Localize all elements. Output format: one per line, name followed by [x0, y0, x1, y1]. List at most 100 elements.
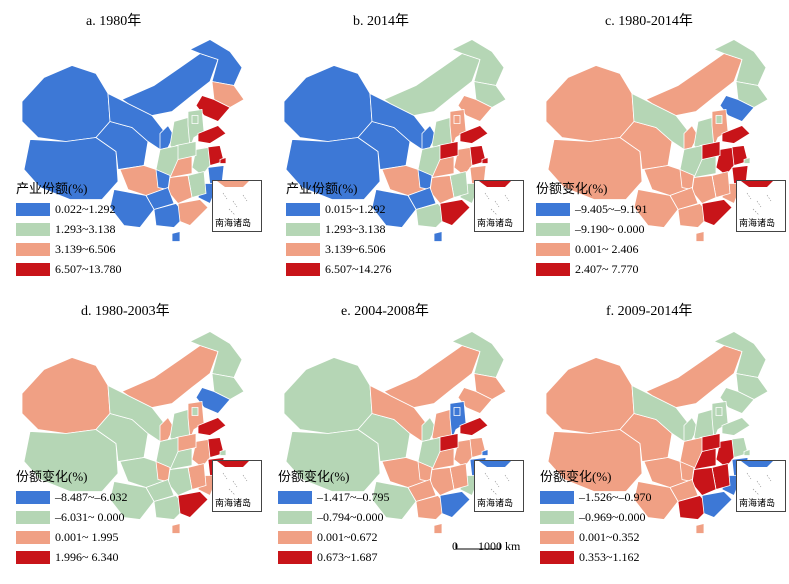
south-china-sea-inset: 南海诸岛 — [736, 460, 786, 512]
legend: 产业份额(%) 0.015~1.292 1.293~3.138 3.139~6.506… — [286, 178, 392, 279]
province-nm — [383, 345, 481, 408]
scale-zero-label: 0 — [452, 539, 458, 553]
legend-item: 0.022~1.292 — [16, 199, 122, 219]
legend-item: 1.293~3.138 — [286, 219, 392, 239]
legend-item: 0.001~ 1.995 — [16, 527, 128, 547]
legend-label: –8.487~–6.032 — [55, 489, 128, 504]
legend-item: –1.526~–0.970 — [540, 487, 652, 507]
province-ah — [453, 439, 473, 469]
province-yn — [633, 189, 679, 228]
province-ah — [715, 147, 735, 177]
china-map — [283, 331, 507, 534]
province-ah — [191, 147, 211, 177]
legend-swatch — [286, 242, 320, 256]
province-xj — [545, 65, 635, 142]
province-ln — [457, 95, 493, 122]
legend-swatch — [536, 202, 570, 216]
province-shx — [679, 145, 703, 179]
legend-title: 产业份额(%) — [286, 181, 358, 196]
legend-swatch — [536, 222, 570, 236]
province-jl — [211, 373, 245, 400]
legend-label: –0.794~0.000 — [317, 509, 384, 524]
legend-label: –1.526~–0.970 — [579, 489, 652, 504]
province-gd — [701, 491, 733, 518]
province-ln — [719, 95, 755, 122]
province-hi — [171, 522, 181, 534]
inset-label: 南海诸岛 — [477, 218, 514, 228]
inset-mainland — [479, 181, 511, 187]
province-sd — [721, 417, 751, 436]
legend-swatch — [16, 490, 50, 504]
province-xj — [545, 357, 635, 434]
inset-label: 南海诸岛 — [215, 218, 252, 228]
province-xz — [285, 429, 381, 492]
china-map — [545, 331, 769, 534]
panel-title: d. 1980-2003年 — [81, 304, 170, 319]
legend-swatch — [16, 262, 50, 276]
province-xj — [283, 65, 373, 142]
province-xz — [23, 429, 119, 492]
legend: 份额变化(%) –1.526~–0.970 –0.969~0.000 0.001~0.… — [540, 466, 652, 567]
legend-item: 3.139~6.506 — [16, 239, 122, 259]
province-ln — [719, 387, 755, 414]
legend-swatch — [16, 222, 50, 236]
province-hi — [171, 230, 181, 242]
province-yn — [109, 481, 155, 520]
inset-mainland — [217, 461, 249, 467]
province-gd — [177, 199, 209, 226]
legend-swatch — [278, 490, 312, 504]
province-xz — [547, 137, 643, 200]
legend-swatch — [278, 510, 312, 524]
map-panel: d. 1980-2003年份额变化(%) –8.487~–6.032 –6.031~… — [0, 292, 262, 584]
province-shx — [155, 437, 179, 471]
legend-label: 6.507~13.780 — [55, 261, 122, 276]
province-bj — [191, 115, 199, 124]
province-shx — [679, 437, 703, 471]
panel-title: a. 1980年 — [86, 14, 142, 29]
scale-distance-label: 1000 km — [478, 539, 521, 553]
province-bj — [191, 407, 199, 416]
legend-label: 0.001~ 1.995 — [55, 529, 119, 544]
province-gd — [439, 491, 471, 518]
legend-label: –9.405~–9.191 — [575, 201, 648, 216]
legend-swatch — [286, 202, 320, 216]
province-sh — [219, 156, 227, 164]
inset-islands — [746, 472, 772, 496]
legend-item: –0.794~0.000 — [278, 507, 390, 527]
legend-label: 3.139~6.506 — [55, 241, 116, 256]
province-bj — [715, 407, 723, 416]
panel-title: c. 1980-2014年 — [605, 14, 693, 29]
province-ah — [715, 439, 735, 469]
legend-item: 6.507~13.780 — [16, 259, 122, 279]
province-jl — [473, 81, 507, 108]
scale-bar-line — [455, 543, 501, 550]
legend-label: 0.022~1.292 — [55, 201, 116, 216]
province-jl — [473, 373, 507, 400]
legend-swatch — [540, 550, 574, 564]
legend-item: 0.353~1.162 — [540, 547, 652, 567]
province-xz — [285, 137, 381, 200]
legend-item: –6.031~ 0.000 — [16, 507, 128, 527]
province-xz — [547, 429, 643, 492]
legend-title: 份额变化(%) — [536, 181, 608, 196]
province-jl — [735, 81, 769, 108]
legend-item: 6.507~14.276 — [286, 259, 392, 279]
province-sd — [459, 125, 489, 144]
legend-title: 份额变化(%) — [16, 469, 88, 484]
legend-item: 0.001~0.672 — [278, 527, 390, 547]
legend-item: –8.487~–6.032 — [16, 487, 128, 507]
legend-item: –0.969~0.000 — [540, 507, 652, 527]
inset-label: 南海诸岛 — [739, 218, 776, 228]
province-hi — [433, 230, 443, 242]
province-gd — [439, 199, 471, 226]
province-bj — [715, 115, 723, 124]
legend-item: 0.001~0.352 — [540, 527, 652, 547]
legend-label: –6.031~ 0.000 — [55, 509, 125, 524]
legend-swatch — [536, 262, 570, 276]
province-sh — [219, 448, 227, 456]
province-ln — [195, 387, 231, 414]
south-china-sea-inset: 南海诸岛 — [212, 180, 262, 232]
legend-label: 1.996~ 6.340 — [55, 549, 119, 564]
province-yn — [109, 189, 155, 228]
china-map — [21, 331, 245, 534]
